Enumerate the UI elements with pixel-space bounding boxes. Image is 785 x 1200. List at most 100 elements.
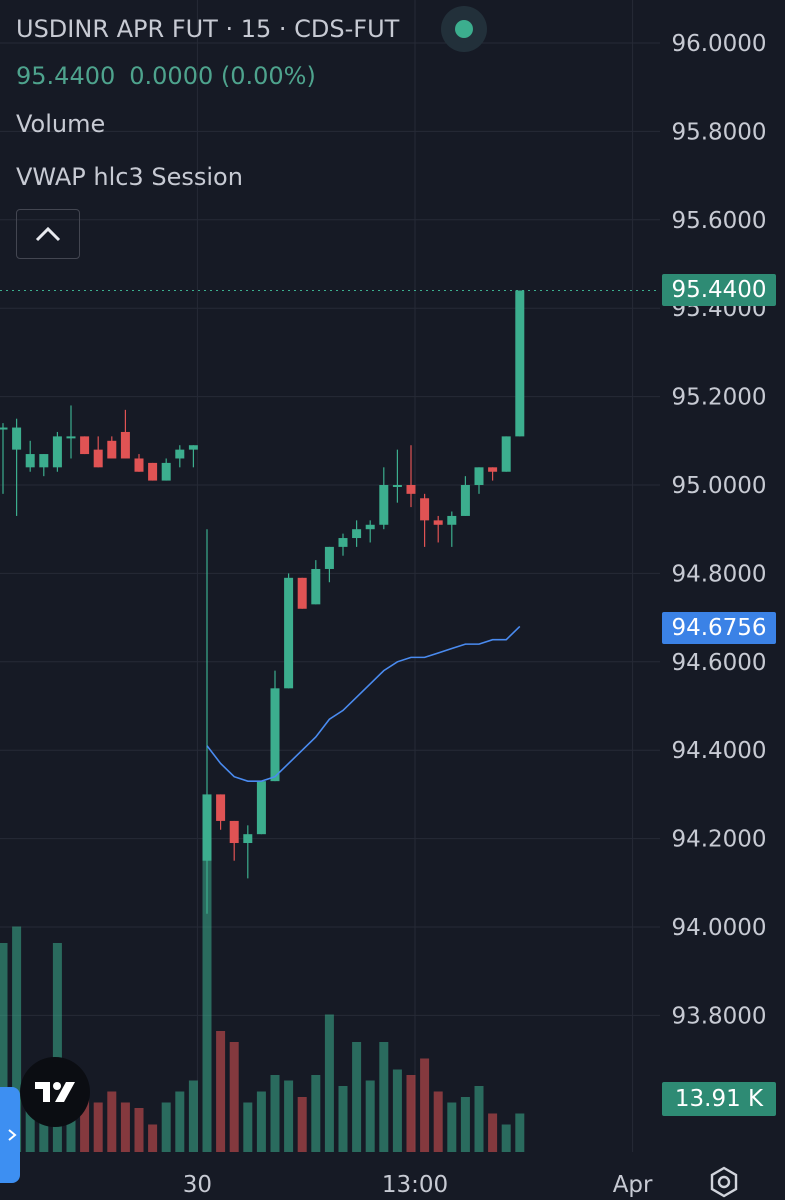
candle-body <box>0 427 8 430</box>
candle-body <box>25 454 35 468</box>
volume-bar <box>256 1091 266 1152</box>
volume-bar <box>447 1102 457 1152</box>
volume-bar <box>406 1075 416 1152</box>
volume-bars <box>0 860 525 1152</box>
candle-body <box>93 449 103 468</box>
volume-bar <box>488 1113 498 1152</box>
chevron-right-icon <box>8 1129 17 1141</box>
price-tick-label: 94.6000 <box>671 650 766 676</box>
price-tick-label: 95.2000 <box>671 385 766 411</box>
time-tick-label: Apr <box>613 1172 653 1198</box>
candle-body <box>324 546 334 569</box>
collapse-legend-button[interactable] <box>16 209 80 259</box>
candle-body <box>460 485 470 516</box>
candle-body <box>474 467 484 485</box>
candle-body <box>52 436 62 468</box>
price-tick-label: 94.8000 <box>671 561 766 587</box>
candle-body <box>297 577 307 609</box>
candle-body <box>447 515 457 525</box>
volume-bar <box>80 1091 90 1152</box>
logo-mark <box>35 1082 75 1102</box>
volume-bar <box>216 1031 226 1152</box>
indicator-vwap-label[interactable]: VWAP hlc3 Session <box>16 163 243 191</box>
candle-body <box>243 834 253 844</box>
volume-bar <box>0 943 8 1152</box>
volume-bar <box>284 1080 294 1152</box>
candle-body <box>515 290 525 437</box>
tradingview-logo-icon[interactable] <box>20 1057 90 1127</box>
volume-bar <box>107 1091 117 1152</box>
price-tick-label: 95.6000 <box>671 208 766 234</box>
volume-bar <box>229 1042 239 1152</box>
volume-bar <box>66 1102 76 1152</box>
price-tick-label: 96.0000 <box>671 31 766 57</box>
candle-body <box>120 431 130 459</box>
volume-bar <box>12 926 22 1152</box>
volume-bar <box>365 1080 375 1152</box>
candle-body <box>270 688 280 782</box>
candle-body <box>284 577 294 689</box>
last-price-value: 95.4400 <box>16 62 116 90</box>
candle-body <box>66 436 76 439</box>
candle-body <box>365 524 375 530</box>
candle-body <box>352 529 362 539</box>
candle-body <box>188 445 198 450</box>
volume-bar <box>297 1097 307 1152</box>
volume-bar <box>392 1069 402 1152</box>
last-price-tag: 95.4400 <box>662 274 776 306</box>
settings-hexagon-icon[interactable] <box>707 1165 741 1199</box>
candle-body <box>311 568 321 605</box>
indicator-volume-label[interactable]: Volume <box>16 110 106 138</box>
price-change-value: 0.0000 (0.00%) <box>129 62 316 90</box>
candle-body <box>175 449 185 459</box>
volume-tag: 13.91 K <box>662 1082 776 1116</box>
price-tick-label: 94.4000 <box>671 738 766 764</box>
volume-bar <box>202 860 212 1152</box>
price-tick-label: 94.0000 <box>671 915 766 941</box>
time-axis: 30 13:00 Apr <box>183 1172 653 1198</box>
candle-body <box>12 427 22 450</box>
volume-bar <box>243 1102 253 1152</box>
volume-bar <box>134 1108 144 1152</box>
volume-bar <box>161 1102 171 1152</box>
candle-body <box>39 454 49 468</box>
candles <box>0 290 525 914</box>
volume-bar <box>433 1091 443 1152</box>
price-tick-label: 95.8000 <box>671 119 766 145</box>
chart-grid <box>0 0 660 1152</box>
volume-bar <box>311 1075 321 1152</box>
candle-body <box>229 820 239 844</box>
volume-bar <box>175 1091 185 1152</box>
symbol-title[interactable]: USDINR APR FUT · 15 · CDS-FUT <box>16 15 400 43</box>
candle-body <box>202 794 212 861</box>
volume-bar <box>188 1080 198 1152</box>
candle-body <box>420 498 430 521</box>
candle-body <box>501 436 511 472</box>
candle-body <box>433 520 443 525</box>
time-tick-label: 13:00 <box>382 1172 448 1198</box>
time-tick-label: 30 <box>183 1172 212 1198</box>
candle-body <box>392 485 402 487</box>
price-tick-label: 94.2000 <box>671 827 766 853</box>
volume-bar <box>379 1042 389 1152</box>
vwap-line <box>206 625 521 782</box>
candle-body <box>338 538 348 547</box>
candle-body <box>488 467 498 472</box>
volume-bar <box>501 1124 511 1152</box>
candle-body <box>107 440 117 459</box>
candle-body <box>148 462 158 481</box>
market-open-dot-icon <box>455 20 473 38</box>
chevron-up-icon <box>35 226 61 242</box>
price-axis: 96.000095.800095.600095.400095.200095.00… <box>671 31 766 1029</box>
market-status-indicator[interactable] <box>441 6 487 52</box>
volume-bar <box>270 1075 280 1152</box>
volume-bar <box>338 1086 348 1152</box>
candle-body <box>80 436 90 455</box>
candle-body <box>406 485 416 494</box>
volume-bar <box>148 1124 158 1152</box>
side-panel-toggle[interactable] <box>0 1087 20 1183</box>
candle-body <box>379 485 389 525</box>
volume-bar <box>474 1086 484 1152</box>
price-tick-label: 93.8000 <box>671 1003 766 1029</box>
